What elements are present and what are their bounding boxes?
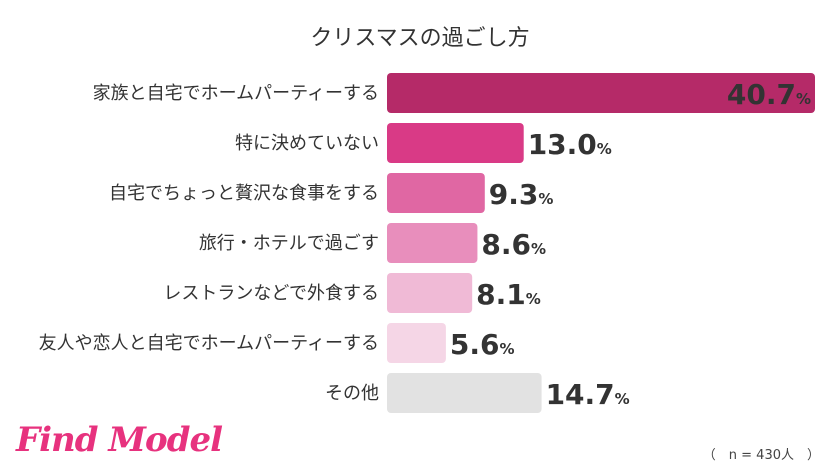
bar bbox=[387, 273, 473, 313]
bar bbox=[387, 123, 524, 163]
category-label: 特に決めていない bbox=[235, 133, 379, 154]
sample-size-note: （ n = 430人 ） bbox=[702, 448, 820, 463]
category-label: 家族と自宅でホームパーティーする bbox=[93, 83, 379, 104]
category-label: 自宅でちょっと贅沢な食事をする bbox=[109, 183, 379, 204]
bar bbox=[387, 73, 815, 113]
value-label: 8.1% bbox=[476, 278, 541, 311]
bar bbox=[387, 323, 446, 363]
value-label: 14.7% bbox=[546, 378, 630, 411]
value-label: 13.0% bbox=[528, 128, 612, 161]
value-label: 40.7% bbox=[727, 78, 811, 111]
find-model-logo: Find Model bbox=[16, 420, 223, 460]
category-label: 旅行・ホテルで過ごす bbox=[199, 233, 379, 254]
chart-title: クリスマスの過ごし方 bbox=[310, 26, 530, 51]
category-label: 友人や恋人と自宅でホームパーティーする bbox=[39, 332, 379, 354]
bar bbox=[387, 173, 485, 213]
category-label: レストランなどで外食する bbox=[163, 283, 379, 304]
category-label: その他 bbox=[325, 383, 379, 404]
bar bbox=[387, 223, 478, 263]
value-label: 9.3% bbox=[489, 178, 554, 211]
value-label: 8.6% bbox=[481, 228, 546, 261]
value-label: 5.6% bbox=[450, 328, 515, 361]
bar bbox=[387, 373, 542, 413]
